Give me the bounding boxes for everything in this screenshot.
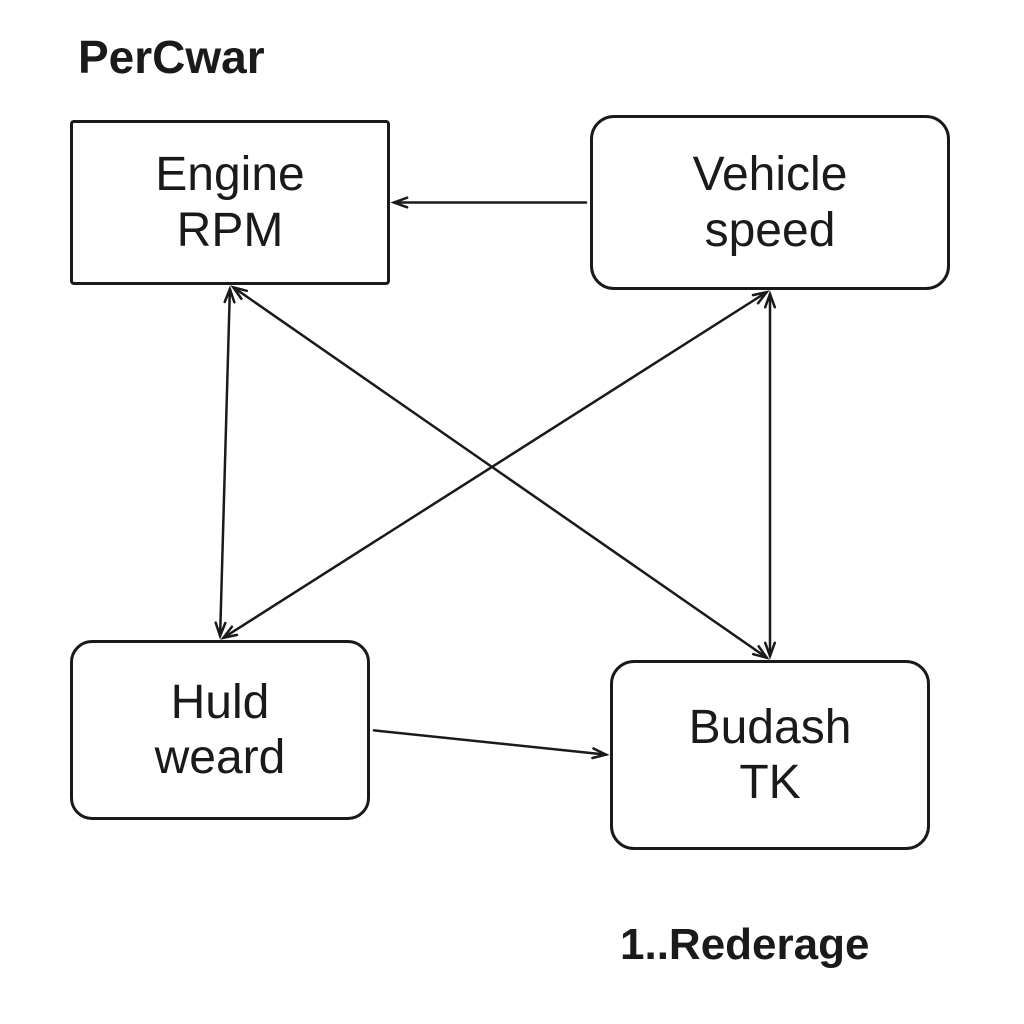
node-engine-rpm: Engine RPM (70, 120, 390, 285)
diagram-canvas: PerCwar 1..Rederage Engine RPM Vehicle s… (0, 0, 1024, 1024)
node-huld-weard: Huld weard (70, 640, 370, 820)
node-vehicle-speed: Vehicle speed (590, 115, 950, 290)
diagram-title-bottom: 1..Rederage (620, 920, 869, 970)
node-budash-tk: Budash TK (610, 660, 930, 850)
diagram-title-top: PerCwar (78, 30, 265, 84)
